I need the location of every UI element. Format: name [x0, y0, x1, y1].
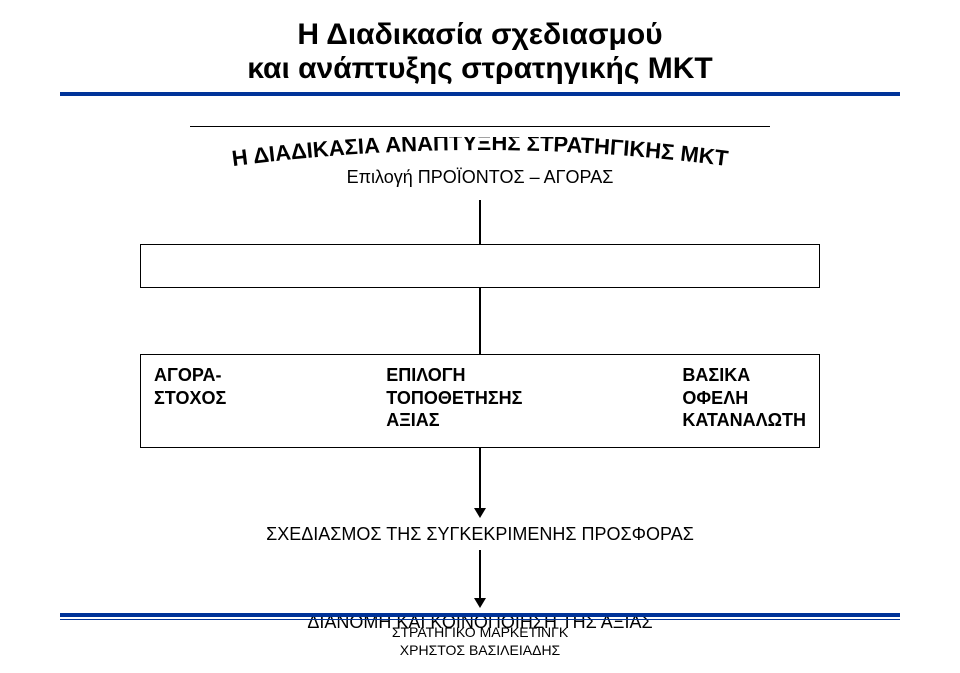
col-mid-l3: ΑΞΙΑΣ: [386, 409, 522, 432]
title-line-1: Η Διαδικασία σχεδιασμού: [60, 18, 900, 52]
col-mid-l2: ΤΟΠΟΘΕΤΗΣΗΣ: [386, 387, 522, 410]
col-right-l3: ΚΑΤΑΝΑΛΩΤΗ: [682, 409, 806, 432]
arc-text-left: Η ΔΙΑΔΙΚΑΣΙΑ ΑΝΑ: [230, 137, 433, 171]
svg-text:Η ΔΙΑΔΙΚΑΣΙΑ ΑΝΑΠΤΥΞΗΣ ΣΤΡΑΤΗΓ: Η ΔΙΑΔΙΚΑΣΙΑ ΑΝΑΠΤΥΞΗΣ ΣΤΡΑΤΗΓΙΚΗΣ ΜΚΤ: [230, 137, 730, 171]
title-rule: [60, 92, 900, 96]
footer-line-1: ΣΤΡΑΤΗΓΙΚΟ ΜΑΡΚΕΤΙΝΓΚ: [60, 624, 900, 642]
col-mid: ΕΠΙΛΟΓΗ ΤΟΠΟΘΕΤΗΣΗΣ ΑΞΙΑΣ: [386, 364, 522, 432]
arc-text-right: ΑΤΗΓΙΚΗΣ ΜΚΤ: [566, 137, 730, 171]
col-left: ΑΓΟΡΑ- ΣΤΟΧΟΣ: [154, 364, 226, 432]
flow-label-mid: ΣΧΕΔΙΑΣΜΟΣ ΤΗΣ ΣΥΓΚΕΚΡΙΜΕΝΗΣ ΠΡΟΣΦΟΡΑΣ: [140, 524, 820, 545]
title-block: Η Διαδικασία σχεδιασμού και ανάπτυξης στ…: [60, 18, 900, 86]
footer: ΣΤΡΑΤΗΓΙΚΟ ΜΑΡΚΕΤΙΝΓΚ ΧΡΗΣΤΟΣ ΒΑΣΙΛΕΙΑΔΗ…: [60, 613, 900, 659]
flow-box-1: [140, 244, 820, 288]
col-right-l1: ΒΑΣΙΚΑ: [682, 364, 806, 387]
col-left-l1: ΑΓΟΡΑ-: [154, 364, 226, 387]
footer-text: ΣΤΡΑΤΗΓΙΚΟ ΜΑΡΚΕΤΙΝΓΚ ΧΡΗΣΤΟΣ ΒΑΣΙΛΕΙΑΔΗ…: [60, 624, 900, 659]
columns: ΑΓΟΡΑ- ΣΤΟΧΟΣ ΕΠΙΛΟΓΗ ΤΟΠΟΘΕΤΗΣΗΣ ΑΞΙΑΣ …: [140, 358, 820, 438]
slide: Η Διαδικασία σχεδιασμού και ανάπτυξης στ…: [0, 0, 960, 673]
col-right-l2: ΟΦΕΛΗ: [682, 387, 806, 410]
col-mid-l1: ΕΠΙΛΟΓΗ: [386, 364, 522, 387]
col-left-l2: ΣΤΟΧΟΣ: [154, 387, 226, 410]
footer-line-2: ΧΡΗΣΤΟΣ ΒΑΣΙΛΕΙΑΔΗΣ: [60, 642, 900, 660]
arrow-3: [479, 448, 481, 518]
arc-heading-svg: Η ΔΙΑΔΙΚΑΣΙΑ ΑΝΑΠΤΥΞΗΣ ΣΤΡΑΤΗΓΙΚΗΣ ΜΚΤ: [140, 137, 820, 183]
arrow-4: [479, 550, 481, 608]
col-right: ΒΑΣΙΚΑ ΟΦΕΛΗ ΚΑΤΑΝΑΛΩΤΗ: [682, 364, 806, 432]
footer-rule-thin: [60, 619, 900, 620]
footer-rule-thick: [60, 613, 900, 617]
subtitle-rule: [190, 126, 770, 127]
arc-text-mid: ΠΤΥΞΗΣ ΣΤΡ: [433, 137, 568, 157]
title-line-2: και ανάπτυξης στρατηγικής ΜΚΤ: [60, 52, 900, 86]
arc-heading: Η ΔΙΑΔΙΚΑΣΙΑ ΑΝΑΠΤΥΞΗΣ ΣΤΡΑΤΗΓΙΚΗΣ ΜΚΤ: [60, 137, 900, 183]
